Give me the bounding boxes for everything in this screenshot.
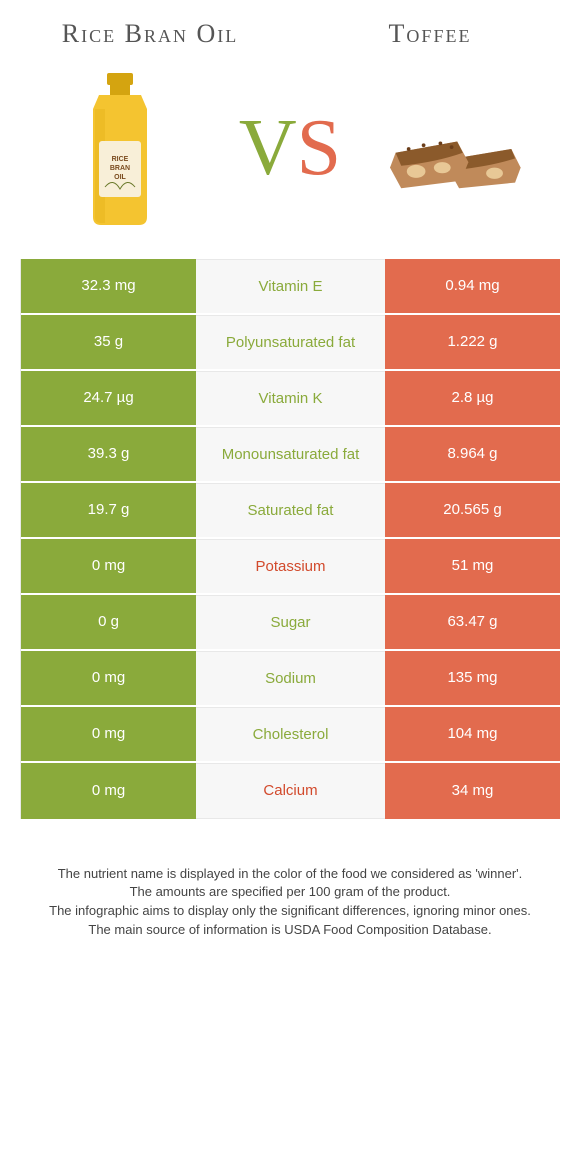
table-row: 35 gPolyunsaturated fat1.222 g [21, 315, 560, 371]
footnote-line: The nutrient name is displayed in the co… [46, 865, 534, 884]
nutrient-name-cell: Vitamin E [196, 259, 385, 313]
left-food-title: Rice Bran Oil [50, 20, 250, 49]
nutrient-table: 32.3 mgVitamin E0.94 mg35 gPolyunsaturat… [20, 259, 560, 819]
svg-text:BRAN: BRAN [110, 165, 130, 172]
left-value-cell: 24.7 µg [21, 371, 196, 425]
left-value-cell: 32.3 mg [21, 259, 196, 313]
right-value-cell: 135 mg [385, 651, 560, 705]
toffee-icon [390, 89, 530, 209]
nutrient-name-cell: Sugar [196, 595, 385, 649]
left-value-cell: 35 g [21, 315, 196, 369]
nutrient-name-cell: Sodium [196, 651, 385, 705]
table-row: 0 mgSodium135 mg [21, 651, 560, 707]
nutrient-name-cell: Vitamin K [196, 371, 385, 425]
nutrient-name-cell: Calcium [196, 763, 385, 819]
right-value-cell: 8.964 g [385, 427, 560, 481]
footnotes: The nutrient name is displayed in the co… [20, 819, 560, 940]
right-value-cell: 2.8 µg [385, 371, 560, 425]
footnote-line: The infographic aims to display only the… [46, 902, 534, 921]
nutrient-name-cell: Cholesterol [196, 707, 385, 761]
left-value-cell: 0 mg [21, 539, 196, 593]
infographic-container: Rice Bran Oil Toffee RICE BRAN OIL VS [0, 0, 580, 940]
vs-v: V [239, 104, 297, 192]
right-value-cell: 34 mg [385, 763, 560, 819]
right-value-cell: 104 mg [385, 707, 560, 761]
left-value-cell: 39.3 g [21, 427, 196, 481]
right-food-image [390, 69, 530, 229]
header-row: Rice Bran Oil Toffee [20, 20, 560, 49]
left-food-image: RICE BRAN OIL [50, 69, 190, 229]
footnote-line: The main source of information is USDA F… [46, 921, 534, 940]
table-row: 19.7 gSaturated fat20.565 g [21, 483, 560, 539]
right-value-cell: 51 mg [385, 539, 560, 593]
left-value-cell: 0 mg [21, 763, 196, 819]
svg-text:OIL: OIL [114, 174, 126, 181]
left-value-cell: 0 mg [21, 707, 196, 761]
nutrient-name-cell: Potassium [196, 539, 385, 593]
images-row: RICE BRAN OIL VS [20, 49, 560, 259]
right-value-cell: 63.47 g [385, 595, 560, 649]
table-row: 0 mgCholesterol104 mg [21, 707, 560, 763]
table-row: 0 gSugar63.47 g [21, 595, 560, 651]
table-row: 0 mgPotassium51 mg [21, 539, 560, 595]
svg-text:RICE: RICE [112, 156, 129, 163]
nutrient-name-cell: Polyunsaturated fat [196, 315, 385, 369]
vs-label: VS [239, 103, 341, 194]
right-value-cell: 20.565 g [385, 483, 560, 537]
right-value-cell: 1.222 g [385, 315, 560, 369]
left-value-cell: 0 g [21, 595, 196, 649]
table-row: 32.3 mgVitamin E0.94 mg [21, 259, 560, 315]
nutrient-name-cell: Saturated fat [196, 483, 385, 537]
table-row: 24.7 µgVitamin K2.8 µg [21, 371, 560, 427]
table-row: 39.3 gMonounsaturated fat8.964 g [21, 427, 560, 483]
right-food-title: Toffee [330, 20, 530, 49]
left-value-cell: 0 mg [21, 651, 196, 705]
footnote-line: The amounts are specified per 100 gram o… [46, 883, 534, 902]
left-value-cell: 19.7 g [21, 483, 196, 537]
nutrient-name-cell: Monounsaturated fat [196, 427, 385, 481]
vs-s: S [297, 104, 342, 192]
right-value-cell: 0.94 mg [385, 259, 560, 313]
table-row: 0 mgCalcium34 mg [21, 763, 560, 819]
oil-bottle-icon: RICE BRAN OIL [65, 69, 175, 229]
